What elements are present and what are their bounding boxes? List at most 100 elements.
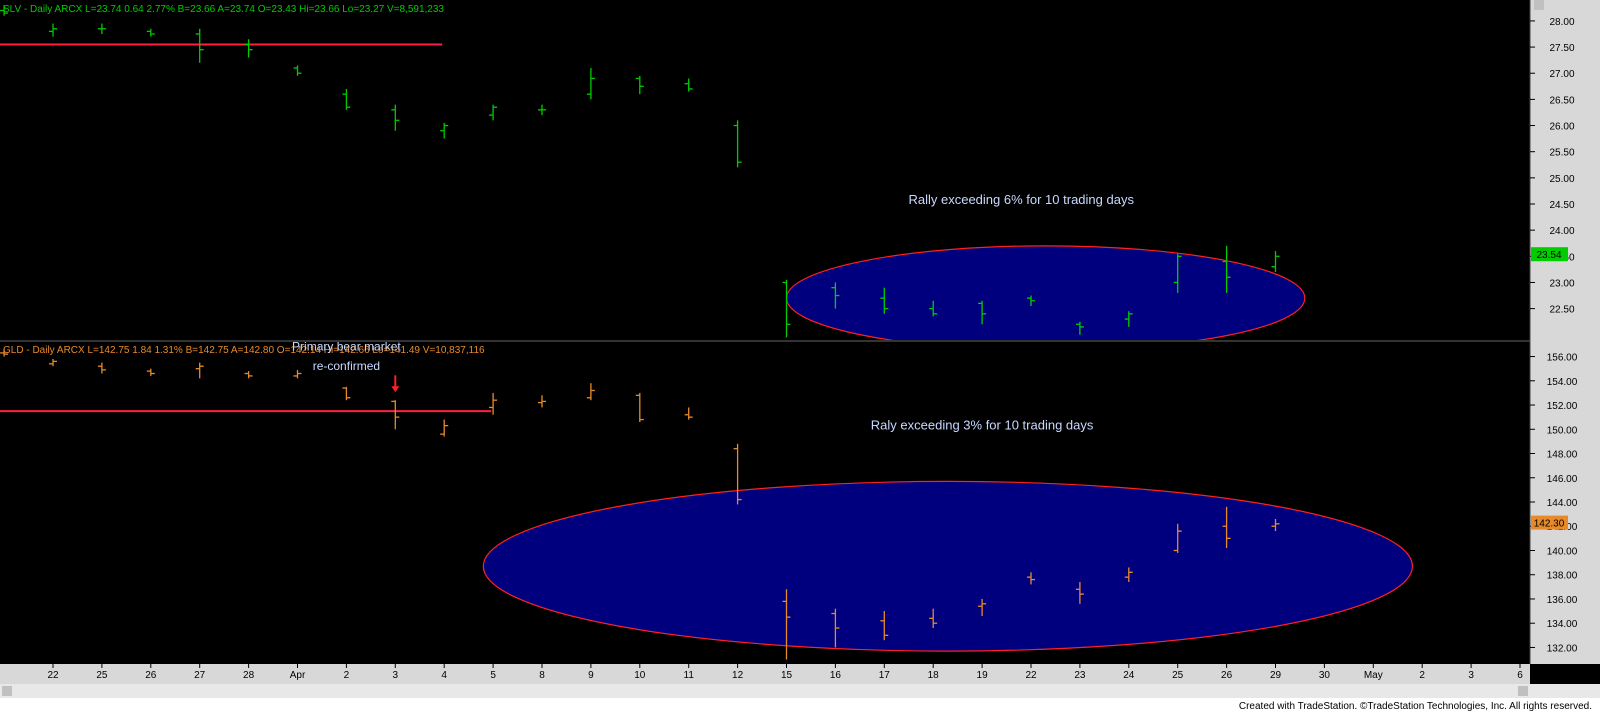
- gld-header: GLD - Daily ARCX L=142.75 1.84 1.31% B=1…: [3, 345, 485, 356]
- price-bar-10: [489, 392, 498, 415]
- y-tick-label: 26.50: [1549, 95, 1574, 106]
- price-bar-0: [0, 5, 9, 16]
- price-bar-5: [244, 39, 253, 58]
- slv-panel: SLV - Daily ARCX L=23.74 0.64 2.77% B=23…: [0, 0, 1530, 340]
- price-bar-7: [342, 88, 351, 110]
- price-bar-1: [49, 23, 57, 37]
- price-bar-8: [391, 400, 400, 430]
- price-bar-20: [978, 300, 987, 325]
- price-bar-16: [782, 589, 791, 660]
- price-bar-26: [1271, 518, 1280, 532]
- x-tick-label: 15: [781, 670, 793, 681]
- price-bar-6: [293, 65, 302, 76]
- x-tick-label: 3: [393, 670, 399, 681]
- price-bar-2: [97, 23, 106, 34]
- price-bar-11: [538, 395, 546, 408]
- price-bar-14: [684, 407, 693, 420]
- slv-annotation: Rally exceeding 6% for 10 trading days: [908, 192, 1134, 207]
- y-tick-label: 132.00: [1547, 643, 1578, 654]
- x-tick-label: 12: [732, 670, 744, 681]
- y-axis-background: [1530, 0, 1600, 664]
- price-bar-13: [635, 392, 644, 422]
- price-bar-3: [146, 28, 155, 37]
- x-tick-label: 28: [243, 670, 255, 681]
- y-tick-label: 23.00: [1549, 278, 1574, 289]
- gld-annotation-primary-bear: Primary bear market: [292, 339, 401, 353]
- price-bar-7: [342, 386, 351, 401]
- slv-y-axis: 22.5023.0023.5024.0024.5025.0025.5026.00…: [1530, 17, 1575, 316]
- y-tick-label: 27.00: [1549, 69, 1574, 80]
- price-bar-19: [929, 608, 938, 629]
- y-tick-label: 154.00: [1547, 377, 1578, 388]
- x-tick-label: 24: [1123, 670, 1135, 681]
- y-tick-label: 150.00: [1547, 425, 1578, 436]
- price-bar-18: [880, 287, 889, 314]
- last-price-badge: [1531, 247, 1568, 262]
- scroll-left-icon[interactable]: [2, 686, 12, 696]
- x-tick-label: 2: [344, 670, 350, 681]
- y-tick-label: 136.00: [1547, 595, 1578, 606]
- price-bar-21: [1027, 295, 1035, 306]
- y-tick-label: 146.00: [1547, 474, 1578, 485]
- credit-text: Created with TradeStation. ©TradeStation…: [1239, 701, 1592, 712]
- slv-price-bars: [0, 5, 1280, 338]
- x-tick-label: 6: [1517, 670, 1523, 681]
- gld-price-bars: [0, 349, 1280, 660]
- price-bar-9: [440, 419, 449, 437]
- y-tick-label: 25.50: [1549, 148, 1574, 159]
- scroll-right-icon[interactable]: [1518, 686, 1528, 696]
- date-axis: 22 25 26 27 28 Apr 2 3 4 5 8 9 10 11 12 15 16 17 18 19 22 23 2…: [47, 664, 1523, 681]
- rally-ellipse-shape: [482, 480, 1414, 652]
- price-bar-0: [0, 349, 9, 357]
- gld-annotation-reconfirmed: re-confirmed: [313, 359, 380, 373]
- price-bar-6: [293, 369, 302, 379]
- y-tick-label: 24.00: [1549, 226, 1574, 237]
- red-down-arrow-icon: [391, 375, 400, 393]
- x-tick-label: 30: [1319, 670, 1331, 681]
- x-tick-label: 25: [96, 670, 108, 681]
- x-tick-label: 19: [977, 670, 989, 681]
- y-tick-label: 148.00: [1547, 450, 1578, 461]
- x-tick-label: 29: [1270, 670, 1282, 681]
- price-bar-2: [97, 362, 106, 374]
- x-tick-label: Apr: [290, 670, 306, 681]
- price-bar-12: [586, 383, 595, 401]
- price-bar-25: [1222, 506, 1231, 549]
- x-tick-label: May: [1364, 670, 1383, 681]
- last-price-label: 142.30: [1534, 519, 1565, 530]
- y-tick-label: 22.50: [1549, 305, 1574, 316]
- last-price-label: 23.54: [1536, 250, 1561, 261]
- price-bar-4: [195, 362, 204, 379]
- price-bar-15: [733, 443, 742, 505]
- x-tick-label: 22: [1025, 670, 1037, 681]
- price-bar-9: [440, 122, 449, 139]
- x-tick-label: 16: [830, 670, 842, 681]
- x-tick-label: 22: [47, 670, 59, 681]
- price-bar-3: [146, 368, 155, 376]
- y-tick-label: 152.00: [1547, 401, 1578, 412]
- x-tick-label: 10: [634, 670, 646, 681]
- x-tick-label: 25: [1172, 670, 1184, 681]
- y-tick-label: 28.00: [1549, 17, 1574, 28]
- y-tick-label: 138.00: [1547, 571, 1578, 582]
- price-bar-21: [1027, 572, 1035, 585]
- x-axis-background: [0, 664, 1530, 684]
- y-tick-label: 25.00: [1549, 174, 1574, 185]
- y-tick-label: 24.50: [1549, 200, 1574, 211]
- price-bar-17: [831, 282, 840, 309]
- x-tick-label: 26: [1221, 670, 1233, 681]
- x-tick-label: 9: [588, 670, 594, 681]
- gld-panel: GLD - Daily ARCX L=142.75 1.84 1.31% B=1…: [0, 339, 1414, 660]
- x-tick-label: 27: [194, 670, 206, 681]
- scroll-up-icon[interactable]: [1534, 0, 1544, 10]
- y-tick-label: 144.00: [1547, 498, 1578, 509]
- gld-annotation: Raly exceeding 3% for 10 trading days: [871, 417, 1094, 432]
- horizontal-scrollbar[interactable]: [0, 684, 1600, 698]
- price-bar-22: [1075, 582, 1084, 604]
- price-bar-8: [391, 104, 400, 131]
- y-tick-label: 134.00: [1547, 619, 1578, 630]
- last-price-badge: [1531, 515, 1568, 530]
- price-bar-23: [1124, 567, 1133, 582]
- price-bar-10: [489, 104, 498, 121]
- price-bar-15: [733, 120, 742, 168]
